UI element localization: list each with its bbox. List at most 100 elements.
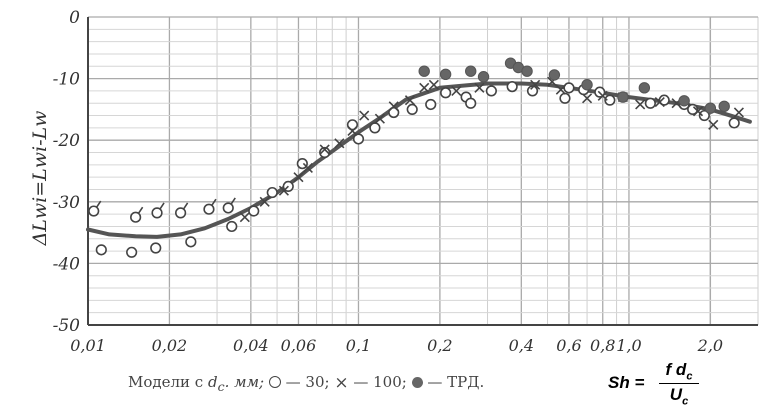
cross-stroke bbox=[692, 106, 704, 117]
y-axis-label: ΔLwi=Lwi-Lw bbox=[29, 111, 51, 247]
cross-point bbox=[451, 85, 462, 96]
open-circle-point bbox=[559, 92, 571, 104]
point-circle bbox=[226, 220, 238, 233]
x-tick-label: 0,6 bbox=[556, 336, 581, 355]
cross-stroke bbox=[530, 79, 541, 90]
cross-stroke bbox=[635, 99, 646, 110]
open-circle-point bbox=[485, 85, 497, 97]
point-circle bbox=[319, 146, 331, 159]
filled-circle-marker-icon bbox=[411, 377, 423, 388]
cross-marker-icon: × bbox=[334, 373, 349, 393]
x-tick-label: 1,0 bbox=[616, 336, 641, 355]
open-circle-point bbox=[687, 103, 699, 115]
cross-stroke bbox=[404, 95, 416, 106]
tailed-circle-point bbox=[88, 200, 102, 217]
point-tail bbox=[159, 202, 165, 210]
cross-stroke bbox=[597, 90, 608, 101]
cross-point bbox=[597, 90, 608, 101]
y-tick-label: -30 bbox=[53, 193, 81, 213]
cross-stroke bbox=[302, 162, 313, 173]
cross-point bbox=[239, 212, 250, 223]
point-tail bbox=[182, 202, 189, 210]
point-circle bbox=[266, 186, 278, 199]
y-tick-label: -20 bbox=[53, 131, 81, 151]
open-circle-point bbox=[266, 186, 278, 199]
tailed-circle-point bbox=[222, 197, 236, 214]
open-circle-point bbox=[352, 133, 365, 145]
cross-stroke bbox=[239, 212, 250, 223]
cross-point bbox=[708, 119, 719, 130]
tick-labels: 0 -10 -20 -30 -40 -500,01 0,02 0,04 0,06 0,1 0,2 0,… bbox=[53, 8, 723, 355]
point-tail bbox=[211, 198, 217, 206]
cross-point bbox=[293, 172, 304, 183]
filled-circle-point bbox=[477, 71, 490, 83]
cross-point bbox=[428, 79, 439, 90]
x-tick-label: 0,06 bbox=[281, 336, 317, 355]
x-tick-label: 2,0 bbox=[697, 336, 723, 355]
cross-point bbox=[259, 196, 270, 207]
legend: Модели с dс. мм; — 30; × — 100; — ТРД. bbox=[128, 373, 484, 394]
tailed-circle-point bbox=[203, 198, 217, 215]
x-tick-label: 0,04 bbox=[233, 336, 269, 355]
legend-diameter-symbol: dс bbox=[207, 373, 225, 394]
point-circle bbox=[185, 236, 197, 248]
point-circle bbox=[687, 103, 699, 115]
cross-point bbox=[388, 101, 399, 112]
cross-point bbox=[733, 107, 744, 118]
point-circle bbox=[604, 94, 616, 106]
point-circle bbox=[563, 82, 575, 94]
cross-stroke bbox=[451, 85, 462, 96]
formula-denominator: Uc bbox=[669, 385, 689, 408]
point-circle bbox=[728, 117, 740, 129]
chart-grid bbox=[87, 16, 759, 326]
filled-circle-point bbox=[617, 91, 629, 103]
open-circle-point bbox=[319, 146, 331, 159]
filled-circle-point bbox=[521, 65, 533, 77]
y-tick-label: -10 bbox=[53, 70, 81, 90]
point-tail bbox=[96, 200, 102, 208]
point-circle bbox=[485, 85, 497, 97]
y-tick-label: -40 bbox=[53, 254, 81, 274]
open-circle-point bbox=[698, 109, 710, 122]
point-circle bbox=[296, 158, 308, 170]
x-tick-label: 0,8 bbox=[590, 336, 615, 355]
open-circle-point bbox=[604, 94, 616, 106]
open-circle-point bbox=[658, 94, 670, 106]
x-tick-label: 0,4 bbox=[509, 336, 534, 355]
cross-point bbox=[654, 96, 665, 108]
point-circle bbox=[559, 92, 571, 104]
open-circle-point bbox=[150, 242, 162, 254]
cross-point bbox=[555, 84, 566, 95]
filled-circle-point bbox=[638, 82, 651, 94]
cross-point bbox=[635, 99, 646, 110]
cross-stroke bbox=[259, 196, 270, 207]
point-circle bbox=[369, 122, 381, 134]
cross-point bbox=[581, 93, 593, 104]
open-circle-point bbox=[563, 82, 575, 94]
cross-point bbox=[347, 125, 358, 137]
legend-open-circle-label: — 30; bbox=[285, 373, 330, 391]
point-circle bbox=[352, 133, 365, 145]
y-tick-label: -50 bbox=[53, 316, 81, 336]
tailed-circle-point bbox=[175, 202, 189, 219]
point-circle bbox=[130, 211, 142, 223]
point-circle bbox=[222, 202, 234, 214]
cross-point bbox=[474, 82, 485, 93]
cross-stroke bbox=[708, 119, 719, 130]
open-circle-marker-icon bbox=[268, 376, 281, 388]
tailed-circle-point bbox=[130, 206, 144, 223]
cross-point bbox=[530, 79, 541, 90]
open-circle-point bbox=[406, 103, 418, 115]
cross-point bbox=[359, 110, 370, 121]
point-circle bbox=[644, 97, 656, 109]
point-circle bbox=[506, 81, 518, 93]
open-circle-point bbox=[526, 85, 539, 97]
cross-point bbox=[302, 162, 313, 173]
chart-axes bbox=[87, 17, 758, 326]
formula-numerator: f dc bbox=[659, 360, 699, 385]
filled-circle-point bbox=[718, 100, 730, 113]
filled-circle-point bbox=[418, 65, 430, 77]
cross-stroke bbox=[374, 113, 385, 124]
cross-point bbox=[374, 113, 385, 124]
